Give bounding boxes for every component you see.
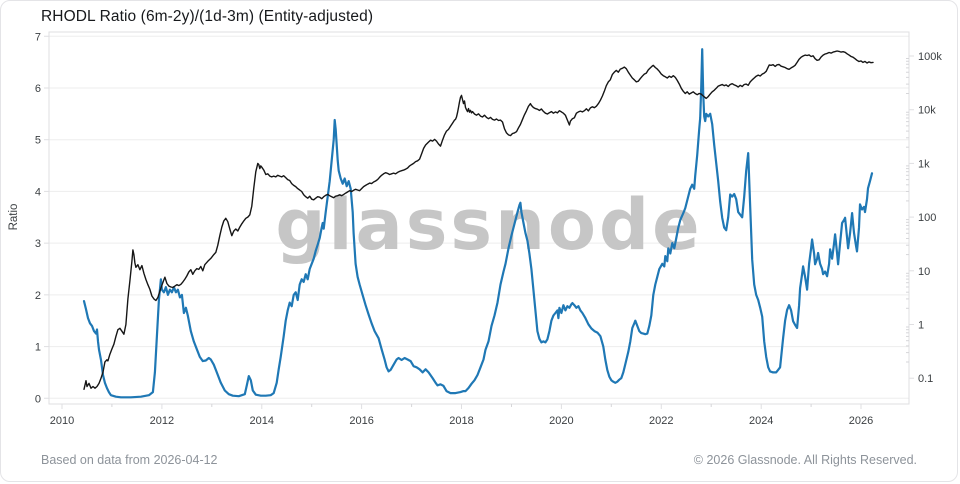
left-axis-tick-label: 3 — [35, 238, 41, 250]
left-axis-tick-label: 2 — [35, 290, 41, 302]
x-axis-tick-label: 2012 — [150, 415, 174, 427]
chart-footer: Based on data from 2026-04-12 © 2026 Gla… — [41, 453, 917, 467]
right-axis-tick-label: 10k — [918, 105, 936, 117]
right-axis-tick-label: 10 — [918, 266, 930, 278]
left-axis-tick-label: 1 — [35, 342, 41, 354]
data-date-note: Based on data from 2026-04-12 — [41, 453, 218, 467]
x-axis-tick-label: 2010 — [50, 415, 74, 427]
x-axis-tick-label: 2020 — [549, 415, 573, 427]
left-axis-tick-label: 4 — [35, 186, 41, 198]
left-axis-tick-label: 5 — [35, 135, 41, 147]
right-axis-tick-label: 1 — [918, 320, 924, 332]
right-axis-tick-label: 100 — [918, 212, 936, 224]
rhodl-ratio-line — [82, 48, 874, 399]
secondary-series-line — [83, 50, 874, 390]
right-axis-tick-label: 1k — [918, 158, 930, 170]
x-axis-tick-label: 2016 — [349, 415, 373, 427]
left-axis-title: Ratio — [8, 204, 20, 231]
x-axis-tick-label: 2022 — [649, 415, 673, 427]
x-axis-tick-label: 2024 — [749, 415, 773, 427]
left-axis-tick-label: 0 — [35, 393, 41, 405]
x-axis-tick-label: 2026 — [849, 415, 873, 427]
copyright-note: © 2026 Glassnode. All Rights Reserved. — [693, 453, 917, 467]
chart-title: RHODL Ratio (6m-2y)/(1d-3m) (Entity-adju… — [41, 8, 374, 25]
x-axis-tick-label: 2018 — [449, 415, 473, 427]
right-axis-tick-label: 0.1 — [918, 373, 933, 385]
left-axis-tick-label: 7 — [35, 31, 41, 43]
right-axis-tick-label: 100k — [918, 51, 942, 63]
left-axis-tick-label: 6 — [35, 83, 41, 95]
plot-area[interactable] — [48, 31, 910, 405]
x-axis-tick-label: 2014 — [250, 415, 274, 427]
watermark-text: glassnode — [275, 184, 702, 266]
